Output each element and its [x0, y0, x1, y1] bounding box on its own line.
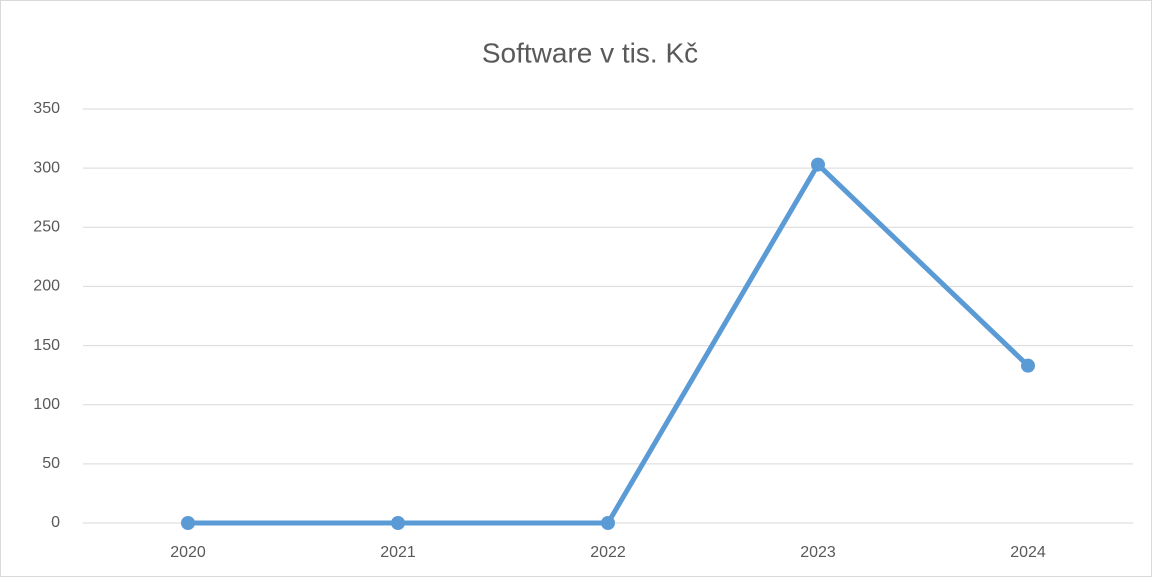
y-tick-label: 250 — [33, 219, 60, 236]
x-tick-label: 2022 — [590, 544, 626, 561]
y-tick-label: 350 — [33, 100, 60, 117]
x-tick-label: 2021 — [380, 544, 416, 561]
x-tick-label: 2024 — [1010, 544, 1046, 561]
x-tick-label: 2023 — [800, 544, 836, 561]
marker — [601, 516, 615, 530]
y-tick-label: 200 — [33, 278, 60, 295]
y-tick-label: 0 — [51, 514, 60, 531]
chart-title: Software v tis. Kč — [482, 37, 698, 68]
marker — [1021, 358, 1035, 373]
marker — [811, 157, 825, 172]
y-tick-label: 150 — [33, 337, 60, 354]
y-tick-label: 300 — [33, 159, 60, 176]
y-tick-label: 50 — [42, 455, 60, 472]
marker — [391, 516, 405, 530]
y-tick-label: 100 — [33, 396, 60, 413]
marker — [181, 516, 195, 530]
x-tick-label: 2020 — [170, 544, 206, 561]
